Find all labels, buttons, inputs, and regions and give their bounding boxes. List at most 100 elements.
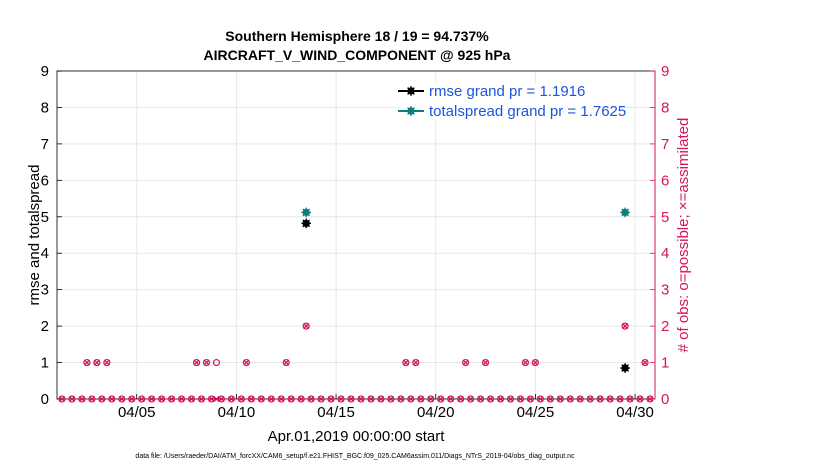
obs-possible-marker: [98, 395, 106, 403]
obs-possible-marker: [158, 395, 166, 403]
obs-assimilated-marker: [407, 395, 414, 403]
obs-possible-marker: [257, 395, 265, 403]
obs-possible-marker: [267, 395, 275, 403]
obs-possible-marker: [387, 395, 395, 403]
obs-possible-marker: [148, 395, 156, 403]
obs-possible-marker: [467, 395, 475, 403]
obs-possible-marker: [138, 395, 146, 403]
obs-possible-marker: [506, 395, 515, 403]
obs-possible-marker: [88, 395, 96, 403]
obs-possible-marker: [427, 395, 435, 403]
obs-possible-marker: [118, 395, 126, 403]
obs-assimilated-marker: [477, 395, 484, 403]
obs-possible-marker: [242, 358, 250, 367]
obs-possible-marker: [437, 395, 445, 403]
axis-ticks: 0 1 2 3 4 5 6 7 8 9 0 1 2 3 4 5 6 7 8 9 04/05 04/10 04/15 04/20…: [41, 63, 670, 421]
x-tick-label: 04/10: [218, 404, 256, 421]
obs-assimilated-marker: [412, 359, 419, 366]
obs-assimilated-marker: [218, 395, 225, 403]
obs-possible-marker: [307, 395, 315, 403]
obs-assimilated-marker: [577, 395, 584, 403]
obs-possible-marker: [83, 358, 91, 367]
obs-possible-marker: [377, 395, 385, 403]
obs-assimilated-marker: [193, 359, 200, 366]
obs-possible-marker: [626, 395, 634, 403]
obs-assimilated-marker: [587, 395, 594, 403]
obs-possible-marker: [187, 395, 196, 403]
obs-possible-marker: [546, 395, 554, 403]
totalspread-marker: [620, 207, 630, 218]
obs-assimilated-marker: [622, 323, 629, 330]
obs-assimilated-marker: [557, 395, 564, 403]
obs-assimilated-marker: [148, 395, 155, 403]
obs-assimilated-marker: [93, 359, 100, 366]
obs-assimilated-marker: [447, 395, 454, 403]
data-file-footnote: data file: /Users/raeder/DAI/ATM_forcXX/…: [135, 453, 575, 460]
y-tick-label-right: 7: [661, 136, 669, 153]
x-axis-label: Apr.01,2019 00:00:00 start: [268, 428, 446, 445]
obs-assimilated-marker: [487, 395, 494, 403]
y-tick-label-left: 3: [41, 282, 49, 299]
y-tick-label-left: 8: [41, 99, 49, 116]
obs-assimilated-marker: [78, 395, 85, 403]
obs-assimilated-marker: [567, 395, 574, 403]
y-tick-label-left: 0: [41, 391, 49, 408]
obs-assimilated-marker: [228, 395, 235, 403]
obs-assimilated-marker: [537, 395, 544, 403]
rmse-marker: [620, 363, 630, 373]
legend-totalspread-star: [406, 106, 416, 116]
y-axis-label-right: # of obs: o=possible; ×=assimilated: [675, 118, 692, 353]
obs-possible-marker: [108, 395, 116, 403]
obs-assimilated-marker: [497, 395, 504, 403]
obs-possible-marker: [516, 395, 525, 403]
obs-possible-marker: [586, 395, 594, 403]
obs-assimilated-marker: [377, 395, 384, 403]
y-tick-label-left: 2: [41, 318, 49, 335]
obs-possible-marker: [621, 322, 629, 330]
obs-possible-marker: [556, 395, 564, 403]
metric-series: [301, 207, 630, 373]
y-tick-label-right: 1: [661, 355, 669, 372]
obs-possible-marker: [367, 395, 375, 403]
x-tick-label: 04/25: [517, 404, 555, 421]
obs-possible-marker: [317, 395, 325, 403]
obs-assimilated-marker: [98, 395, 105, 403]
obs-assimilated-marker: [462, 359, 469, 366]
obs-possible-marker: [217, 395, 226, 403]
legend-rmse-star: [406, 86, 416, 96]
obs-possible-marker: [407, 395, 415, 403]
obs-assimilated-marker: [507, 395, 514, 403]
obs-assimilated-marker: [532, 359, 539, 366]
obs-possible-marker: [576, 395, 584, 403]
obs-assimilated-marker: [328, 395, 335, 403]
legend: rmse grand pr = 1.1916 totalspread grand…: [395, 83, 626, 121]
obs-possible-marker: [93, 358, 101, 367]
y-tick-label-left: 1: [41, 355, 49, 372]
obs-possible-marker: [412, 358, 420, 367]
obs-assimilated-marker: [617, 395, 624, 403]
obs-possible-marker: [327, 395, 335, 403]
x-tick-label: 04/15: [317, 404, 355, 421]
obs-assimilated-marker: [397, 395, 404, 403]
obs-possible-marker: [302, 322, 310, 330]
obs-possible-marker: [212, 358, 221, 367]
obs-possible-marker: [68, 395, 76, 403]
obs-assimilated-marker: [308, 395, 315, 403]
obs-assimilated-marker: [83, 359, 90, 366]
obs-assimilated-marker: [318, 395, 325, 403]
obs-assimilated-marker: [258, 395, 265, 403]
obs-assimilated-marker: [527, 395, 534, 403]
obs-possible-marker: [202, 358, 211, 367]
obs-assimilated-marker: [417, 395, 424, 403]
totalspread-marker: [301, 207, 311, 218]
y-tick-label-left: 6: [41, 172, 49, 189]
obs-possible-marker: [287, 395, 295, 403]
obs-possible-marker: [447, 395, 455, 403]
plot-area: [57, 71, 655, 399]
y-tick-label-left: 9: [41, 63, 49, 80]
y-tick-label-right: 9: [661, 63, 669, 80]
obs-possible-marker: [526, 395, 535, 403]
obs-assimilated-marker: [203, 359, 210, 366]
y-axis-label-left: rmse and totalspread: [26, 165, 43, 306]
